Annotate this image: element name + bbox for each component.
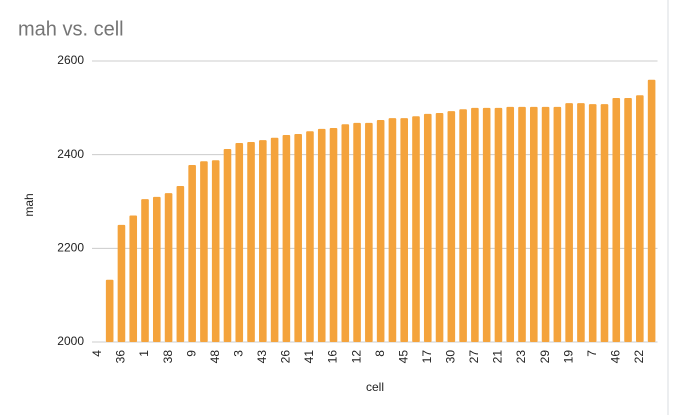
bar [211,160,220,342]
bar [388,118,397,343]
bar [471,107,479,342]
x-tick-label: 3 [231,350,245,357]
x-tick-label: 19 [561,350,575,364]
bar [200,161,208,342]
x-tick-label: 17 [420,350,434,364]
bar [553,106,562,342]
bar [176,186,185,342]
x-tick-label: 27 [467,350,481,364]
bar [506,106,515,342]
bar [482,107,491,342]
bar [141,199,149,342]
x-tick-label: 30 [444,350,458,364]
bar [412,116,420,342]
y-tick-label: 2000 [57,334,84,348]
bar [247,142,255,342]
y-tick-label: 2200 [57,241,84,255]
x-tick-label: 1 [137,350,151,357]
bar [365,122,373,342]
y-tick-label: 2400 [57,147,84,161]
bar [529,106,538,342]
x-tick-label: 12 [349,350,363,364]
bar [282,134,291,342]
x-tick-label: 16 [326,350,340,364]
y-tick-label: 2600 [57,53,84,67]
x-tick-label: 41 [302,350,316,364]
bar [188,164,196,342]
x-tick-label: 9 [184,350,198,357]
bar [588,104,597,342]
bar [459,109,467,342]
bar [518,106,526,342]
x-tick-label: 8 [373,350,387,357]
bar [612,97,621,342]
bar [624,97,632,342]
x-tick-label: 21 [491,350,505,364]
bar [435,112,444,342]
bar [636,95,644,343]
bar [306,131,314,342]
x-tick-label: 46 [608,350,622,364]
bar [541,106,550,342]
bar [117,224,126,342]
bar [494,107,503,342]
x-tick-label: 7 [585,350,599,357]
bar [577,103,585,343]
x-tick-label: 38 [161,350,175,364]
y-axis-label: mah [22,193,36,216]
bar [447,111,456,342]
bar [353,122,361,342]
x-axis-label: cell [366,380,384,394]
x-tick-label: 29 [538,350,552,364]
x-tick-label: 43 [255,350,269,364]
bar [341,124,350,342]
chart-title: mah vs. cell [18,18,124,40]
bar [105,279,114,342]
bar [294,134,302,342]
bar [270,137,279,342]
bar [259,140,267,342]
x-tick-label: 26 [279,350,293,364]
bar [423,113,432,343]
x-tick-label: 23 [514,350,528,364]
x-tick-label: 4 [90,350,104,357]
bar [600,104,609,342]
x-tick-label: 36 [114,350,128,364]
bar [400,118,409,343]
bar [329,127,338,342]
bar [129,215,138,342]
bar [565,103,573,343]
bar [376,120,385,342]
bar [235,142,244,342]
bar [164,193,173,342]
bar [647,79,656,342]
bar [152,196,161,342]
x-tick-label: 48 [208,350,222,364]
bar [317,128,326,342]
x-tick-label: 22 [632,350,646,364]
x-tick-label: 45 [396,350,410,364]
bar [223,149,232,342]
